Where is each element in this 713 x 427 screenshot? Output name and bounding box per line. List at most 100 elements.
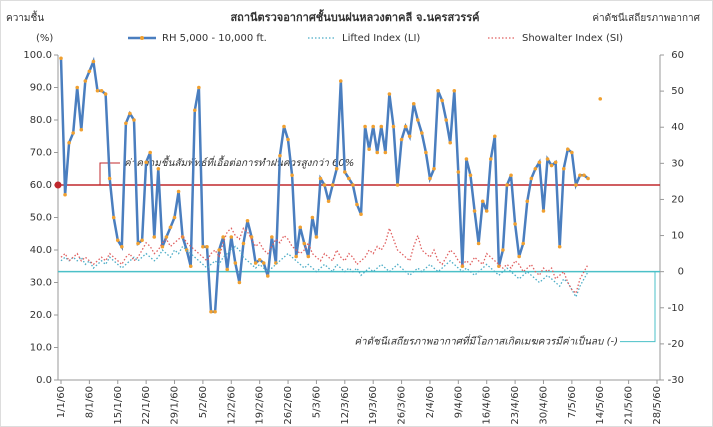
point — [192, 108, 197, 113]
series-line — [60, 226, 589, 295]
point — [278, 153, 282, 158]
point — [168, 225, 173, 230]
legend-label: Showalter Index (SI) — [522, 33, 623, 44]
y2-tick-label: 20 — [671, 194, 684, 205]
y-tick-label: 100.0 — [23, 50, 52, 61]
point — [213, 309, 217, 314]
annotation: ค่าดัชนีเสถียรภาพอากาศที่มีโอกาสเกิดเมฆค… — [354, 334, 618, 348]
point — [201, 244, 205, 249]
point — [468, 173, 473, 178]
y-axis-title: ความชื้น — [6, 10, 44, 24]
point — [152, 235, 157, 239]
point — [395, 183, 400, 187]
point — [488, 157, 493, 161]
point — [75, 85, 80, 90]
point — [310, 215, 315, 220]
point — [383, 150, 388, 155]
legend-marker — [140, 36, 144, 40]
point — [229, 235, 234, 239]
point — [521, 241, 526, 246]
point — [403, 124, 408, 129]
y-axis-unit: (%) — [36, 33, 53, 44]
point — [582, 173, 586, 178]
point — [566, 147, 570, 152]
x-tick-label: 9/4/60 — [453, 386, 464, 418]
point — [541, 209, 546, 213]
point — [128, 111, 132, 116]
x-tick-label: 16/4/60 — [482, 386, 493, 425]
point — [574, 183, 578, 187]
chart-title: สถานีตรวจอากาศชั้นบนฝนหลวงตาคลี จ.นครสวร… — [230, 9, 479, 24]
point — [241, 241, 246, 246]
y-tick-label: 40.0 — [30, 245, 52, 256]
point — [294, 254, 298, 259]
y2-tick-label: 60 — [671, 50, 684, 61]
annotation: ค่าความชื้นสัมพัทธ์ที่เอื้อต่อการทำฝนควร… — [124, 155, 354, 169]
point — [188, 264, 193, 269]
x-tick-label: 26/2/60 — [283, 386, 294, 425]
point — [355, 202, 359, 207]
point — [95, 88, 100, 93]
point — [197, 85, 201, 90]
point — [476, 241, 481, 246]
point — [290, 173, 294, 178]
point — [553, 160, 558, 165]
point — [144, 160, 148, 165]
legend-label: RH 5,000 - 10,000 ft. — [162, 33, 267, 44]
x-tick-label: 5/3/60 — [311, 386, 322, 418]
x-tick-label: 7/5/60 — [567, 386, 578, 418]
series-line — [60, 245, 589, 299]
point — [160, 244, 165, 249]
y2-tick-label: 0 — [678, 267, 684, 278]
point — [79, 127, 84, 132]
point — [387, 92, 392, 96]
point — [164, 235, 169, 239]
y-tick-label: 70.0 — [30, 148, 52, 159]
point — [391, 124, 396, 129]
x-tick-label: 15/1/60 — [113, 386, 124, 425]
point — [115, 238, 120, 243]
x-tick-label: 19/2/60 — [255, 386, 266, 425]
point — [237, 280, 242, 285]
point — [124, 121, 128, 126]
point — [525, 199, 530, 204]
point — [120, 244, 124, 249]
point — [233, 261, 238, 265]
point — [205, 244, 209, 249]
x-tick-label: 26/3/60 — [397, 386, 408, 425]
x-tick-label: 12/3/60 — [340, 386, 351, 425]
point — [586, 176, 590, 181]
point — [286, 137, 290, 142]
point — [83, 79, 88, 83]
y2-tick-label: 50 — [671, 86, 684, 97]
point — [415, 118, 420, 122]
x-tick-label: 14/5/60 — [595, 386, 606, 425]
y-tick-label: 80.0 — [30, 115, 52, 126]
point — [549, 163, 554, 168]
point — [91, 59, 96, 64]
point — [509, 173, 513, 178]
y-tick-label: 60.0 — [30, 180, 52, 191]
point — [176, 189, 181, 194]
point — [545, 157, 550, 161]
point — [444, 118, 448, 122]
point — [71, 131, 75, 135]
point — [318, 176, 323, 181]
y-tick-label: 50.0 — [30, 213, 52, 224]
point — [184, 248, 189, 252]
point — [140, 238, 144, 243]
point — [484, 209, 489, 213]
point — [217, 248, 221, 252]
point — [59, 56, 63, 61]
point — [460, 264, 465, 269]
point — [330, 183, 335, 187]
point — [351, 183, 355, 187]
x-tick-label: 30/4/60 — [538, 386, 549, 425]
y-tick-label: 90.0 — [30, 83, 52, 94]
point — [99, 88, 104, 93]
point — [533, 166, 538, 171]
y-tick-label: 0.0 — [36, 375, 52, 386]
point — [561, 166, 566, 171]
point — [148, 150, 152, 155]
